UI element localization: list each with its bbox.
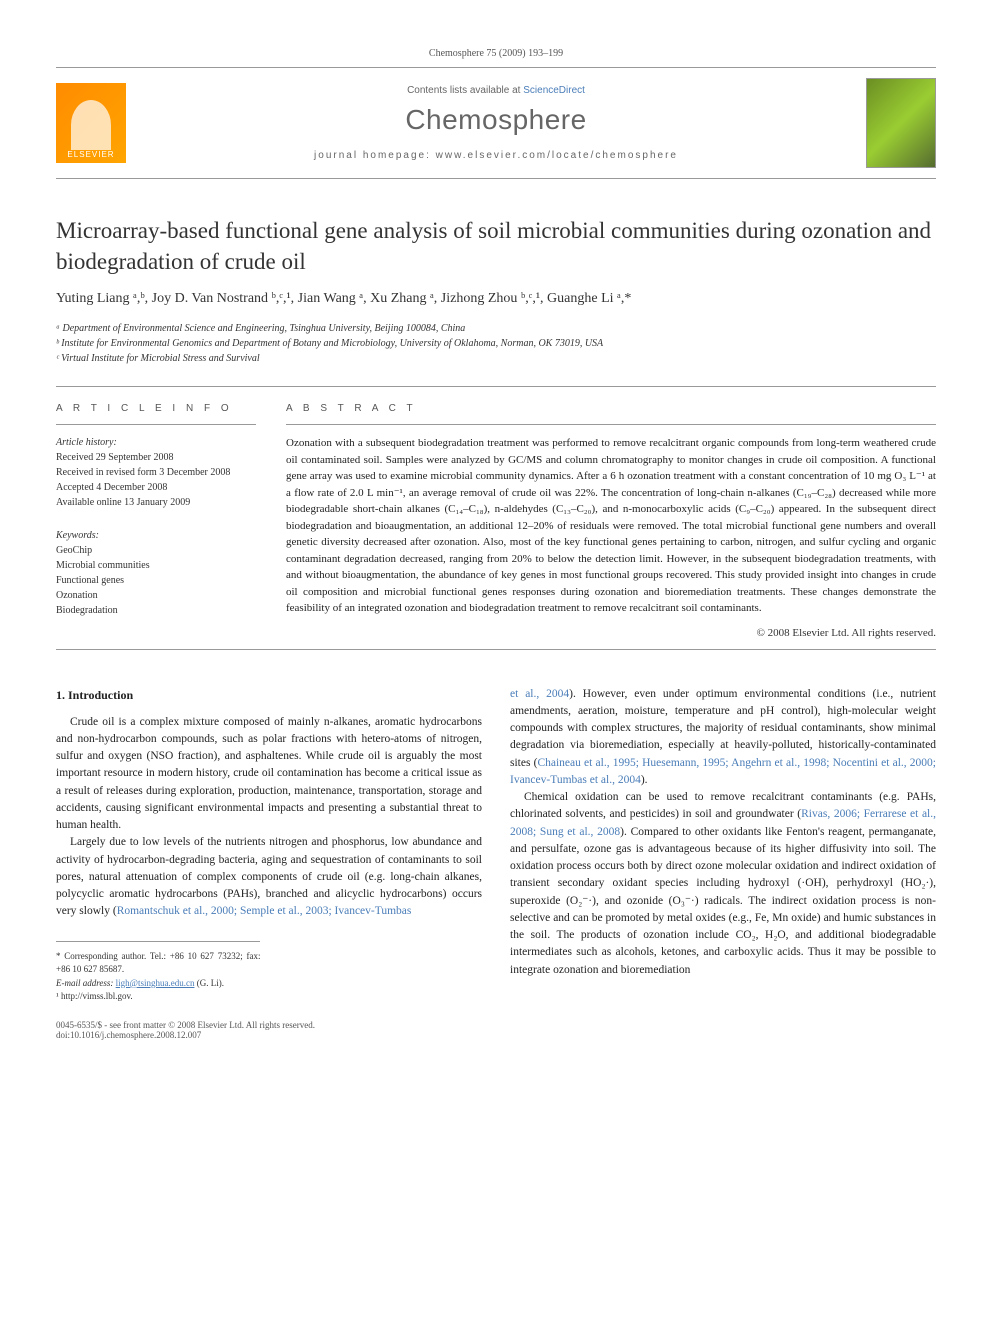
contents-prefix: Contents lists available at (407, 85, 523, 96)
intro-para-2-cont: et al., 2004). However, even under optim… (510, 686, 936, 790)
email-suffix: (G. Li). (194, 978, 224, 988)
divider (56, 386, 936, 387)
abstract-col: A B S T R A C T Ozonation with a subsequ… (286, 403, 936, 639)
affiliations-block: ᵃ Department of Environmental Science an… (56, 321, 936, 366)
ref-link[interactable]: Chaineau et al., 1995; Huesemann, 1995; … (510, 757, 936, 786)
history-received: Received 29 September 2008 (56, 450, 256, 465)
article-title: Microarray-based functional gene analysi… (56, 215, 936, 277)
footer-front-matter: 0045-6535/$ - see front matter © 2008 El… (56, 1020, 315, 1030)
intro-para-2: Largely due to low levels of the nutrien… (56, 834, 482, 920)
history-online: Available online 13 January 2009 (56, 495, 256, 510)
footer-line: 0045-6535/$ - see front matter © 2008 El… (56, 1020, 936, 1040)
history-revised: Received in revised form 3 December 2008 (56, 465, 256, 480)
homepage-line: journal homepage: www.elsevier.com/locat… (126, 150, 866, 161)
header-band: ELSEVIER Contents lists available at Sci… (56, 67, 936, 179)
keyword: Microbial communities (56, 558, 256, 573)
publisher-logo: ELSEVIER (56, 83, 126, 163)
keyword: Biodegradation (56, 603, 256, 618)
intro-para-1: Crude oil is a complex mixture composed … (56, 714, 482, 835)
divider (286, 424, 936, 425)
body-right-col: et al., 2004). However, even under optim… (510, 686, 936, 1004)
footnote-1: ¹ http://vimss.lbl.gov. (56, 990, 260, 1004)
body-left-col: 1. Introduction Crude oil is a complex m… (56, 686, 482, 1004)
ref-link[interactable]: Romantschuk et al., 2000; Semple et al.,… (117, 905, 412, 917)
authors-line: Yuting Liang ᵃ,ᵇ, Joy D. Van Nostrand ᵇ,… (56, 291, 936, 307)
elsevier-tree-icon (71, 100, 111, 150)
footnotes-block: * Corresponding author. Tel.: +86 10 627… (56, 941, 260, 1004)
contents-line: Contents lists available at ScienceDirec… (126, 85, 866, 96)
divider (56, 649, 936, 650)
keyword: GeoChip (56, 543, 256, 558)
email-label: E-mail address: (56, 978, 116, 988)
divider (56, 424, 256, 425)
keywords-label: Keywords: (56, 528, 256, 543)
homepage-prefix: journal homepage: (314, 150, 436, 161)
journal-cover-thumbnail (866, 78, 936, 168)
abstract-copyright: © 2008 Elsevier Ltd. All rights reserved… (286, 627, 936, 639)
abstract-heading: A B S T R A C T (286, 403, 936, 414)
abstract-text: Ozonation with a subsequent biodegradati… (286, 435, 936, 617)
sciencedirect-link[interactable]: ScienceDirect (523, 85, 585, 96)
intro-para-3: Chemical oxidation can be used to remove… (510, 789, 936, 979)
citation-line: Chemosphere 75 (2009) 193–199 (56, 48, 936, 59)
history-accepted: Accepted 4 December 2008 (56, 480, 256, 495)
email-line: E-mail address: ligh@tsinghua.edu.cn (G.… (56, 977, 260, 991)
article-info-col: A R T I C L E I N F O Article history: R… (56, 403, 256, 639)
article-info-heading: A R T I C L E I N F O (56, 403, 256, 414)
keyword: Ozonation (56, 588, 256, 603)
footer-doi: doi:10.1016/j.chemosphere.2008.12.007 (56, 1030, 315, 1040)
intro-heading: 1. Introduction (56, 686, 482, 704)
corresponding-author-note: * Corresponding author. Tel.: +86 10 627… (56, 950, 260, 977)
journal-name: Chemosphere (126, 104, 866, 136)
email-link[interactable]: ligh@tsinghua.edu.cn (116, 978, 195, 988)
publisher-logo-label: ELSEVIER (60, 150, 122, 159)
homepage-url: www.elsevier.com/locate/chemosphere (436, 150, 678, 161)
affiliation-a: ᵃ Department of Environmental Science an… (56, 321, 936, 336)
keyword: Functional genes (56, 573, 256, 588)
affiliation-b: ᵇ Institute for Environmental Genomics a… (56, 336, 936, 351)
affiliation-c: ᶜ Virtual Institute for Microbial Stress… (56, 351, 936, 366)
ref-link[interactable]: et al., 2004 (510, 688, 569, 700)
history-label: Article history: (56, 435, 256, 450)
